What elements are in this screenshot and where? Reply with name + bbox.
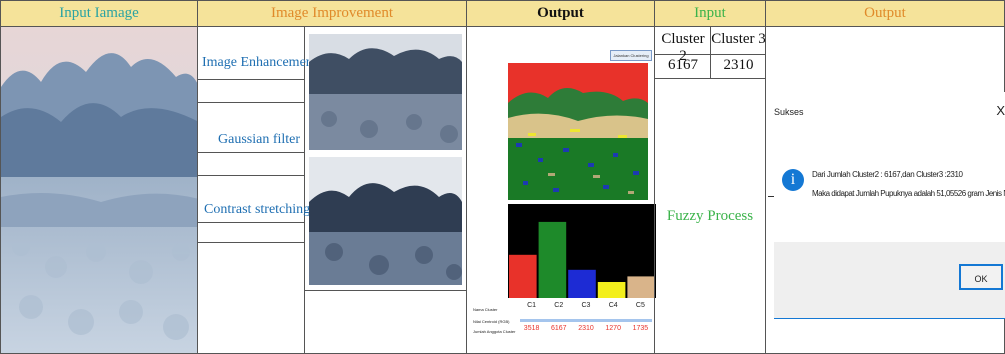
col-header-cluster-3: Cluster 3 bbox=[711, 31, 766, 47]
cluster-names-row: C1 C2 C3 C4 C5 bbox=[518, 302, 654, 312]
header-input-label: Input bbox=[694, 5, 726, 21]
header-input-image-label: Input Iamage bbox=[59, 5, 139, 21]
cluster-bar-c2 bbox=[538, 221, 567, 298]
cluster-name-c3: C3 bbox=[581, 302, 591, 309]
dialog-bottom-accent bbox=[774, 318, 1005, 319]
header-image-improvement-label: Image Improvement bbox=[270, 5, 394, 21]
dialog-line-1: Dari Jumlah Cluster2 : 6167,dan Cluster3… bbox=[812, 170, 963, 179]
close-icon[interactable]: X bbox=[996, 103, 1005, 118]
header-input-image: Input Iamage bbox=[0, 0, 198, 27]
success-dialog: Sukses X i Dari Jumlah Cluster2 : 6167,d… bbox=[774, 92, 1005, 319]
cluster-count-c5: 1735 bbox=[632, 325, 649, 332]
cluster-name-c5: C5 bbox=[635, 302, 645, 309]
cluster-name-c2: C2 bbox=[554, 302, 564, 309]
cluster-name-c4: C4 bbox=[608, 302, 618, 309]
label-gaussian-filter: Gaussian filter bbox=[218, 132, 301, 147]
value-cluster-2: 6167 bbox=[668, 57, 698, 73]
cluster-bar-c1 bbox=[509, 254, 537, 298]
input-image-cell bbox=[0, 26, 198, 354]
fuzzy-process-label: Fuzzy Process bbox=[666, 208, 754, 224]
cluster-count-c1: 3518 bbox=[523, 325, 540, 332]
enhanced-image bbox=[309, 34, 462, 150]
input-image bbox=[1, 27, 197, 353]
header-image-improvement: Image Improvement bbox=[197, 0, 467, 27]
col-header-cluster-2: Cluster 2 bbox=[661, 31, 705, 64]
header-input: Input bbox=[654, 0, 766, 27]
cluster-bar-c3 bbox=[568, 269, 596, 298]
cluster-bar-chart bbox=[508, 204, 656, 298]
dialog-line-2: Maka didapat Jumlah Pupuknya adalah 51,0… bbox=[812, 189, 1005, 198]
cluster-count-c4: 1270 bbox=[605, 325, 621, 332]
dialog-title: Sukses bbox=[774, 107, 804, 117]
row-label-centroid: Nilai Centroid (RGB) bbox=[473, 319, 510, 324]
ok-button[interactable]: OK bbox=[959, 264, 1003, 290]
info-icon: i bbox=[782, 169, 804, 191]
centroid-values bbox=[520, 319, 652, 322]
header-output-label: Output bbox=[537, 5, 584, 21]
cluster-bar-c5 bbox=[627, 276, 655, 298]
contrast-image bbox=[309, 157, 462, 285]
cluster-bar-c4 bbox=[597, 282, 626, 298]
cluster-bar-chart-svg bbox=[509, 221, 655, 298]
cluster-name-c1: C1 bbox=[527, 302, 537, 309]
cluster-count-c3: 2310 bbox=[578, 325, 594, 332]
cluster-counts-row: 3518 6167 2310 1270 1735 bbox=[518, 325, 654, 335]
header-output-2-label: Output bbox=[864, 5, 906, 21]
cluster-count-c2: 6167 bbox=[550, 325, 567, 332]
clustered-image bbox=[508, 63, 648, 200]
row-label-members: Jumlah Anggota Cluster bbox=[473, 329, 516, 334]
label-contrast-stretching: Contrast stretching bbox=[204, 202, 311, 217]
run-clustering-button[interactable]: Jalankan Clustering bbox=[610, 50, 652, 61]
header-output-2: Output bbox=[765, 0, 1005, 27]
connector bbox=[768, 196, 774, 197]
row-label-name: Nama Cluster bbox=[473, 307, 498, 312]
header-output: Output bbox=[466, 0, 655, 27]
label-image-enhancement: Image Enhancement bbox=[202, 55, 317, 70]
value-cluster-3: 2310 bbox=[723, 57, 754, 73]
